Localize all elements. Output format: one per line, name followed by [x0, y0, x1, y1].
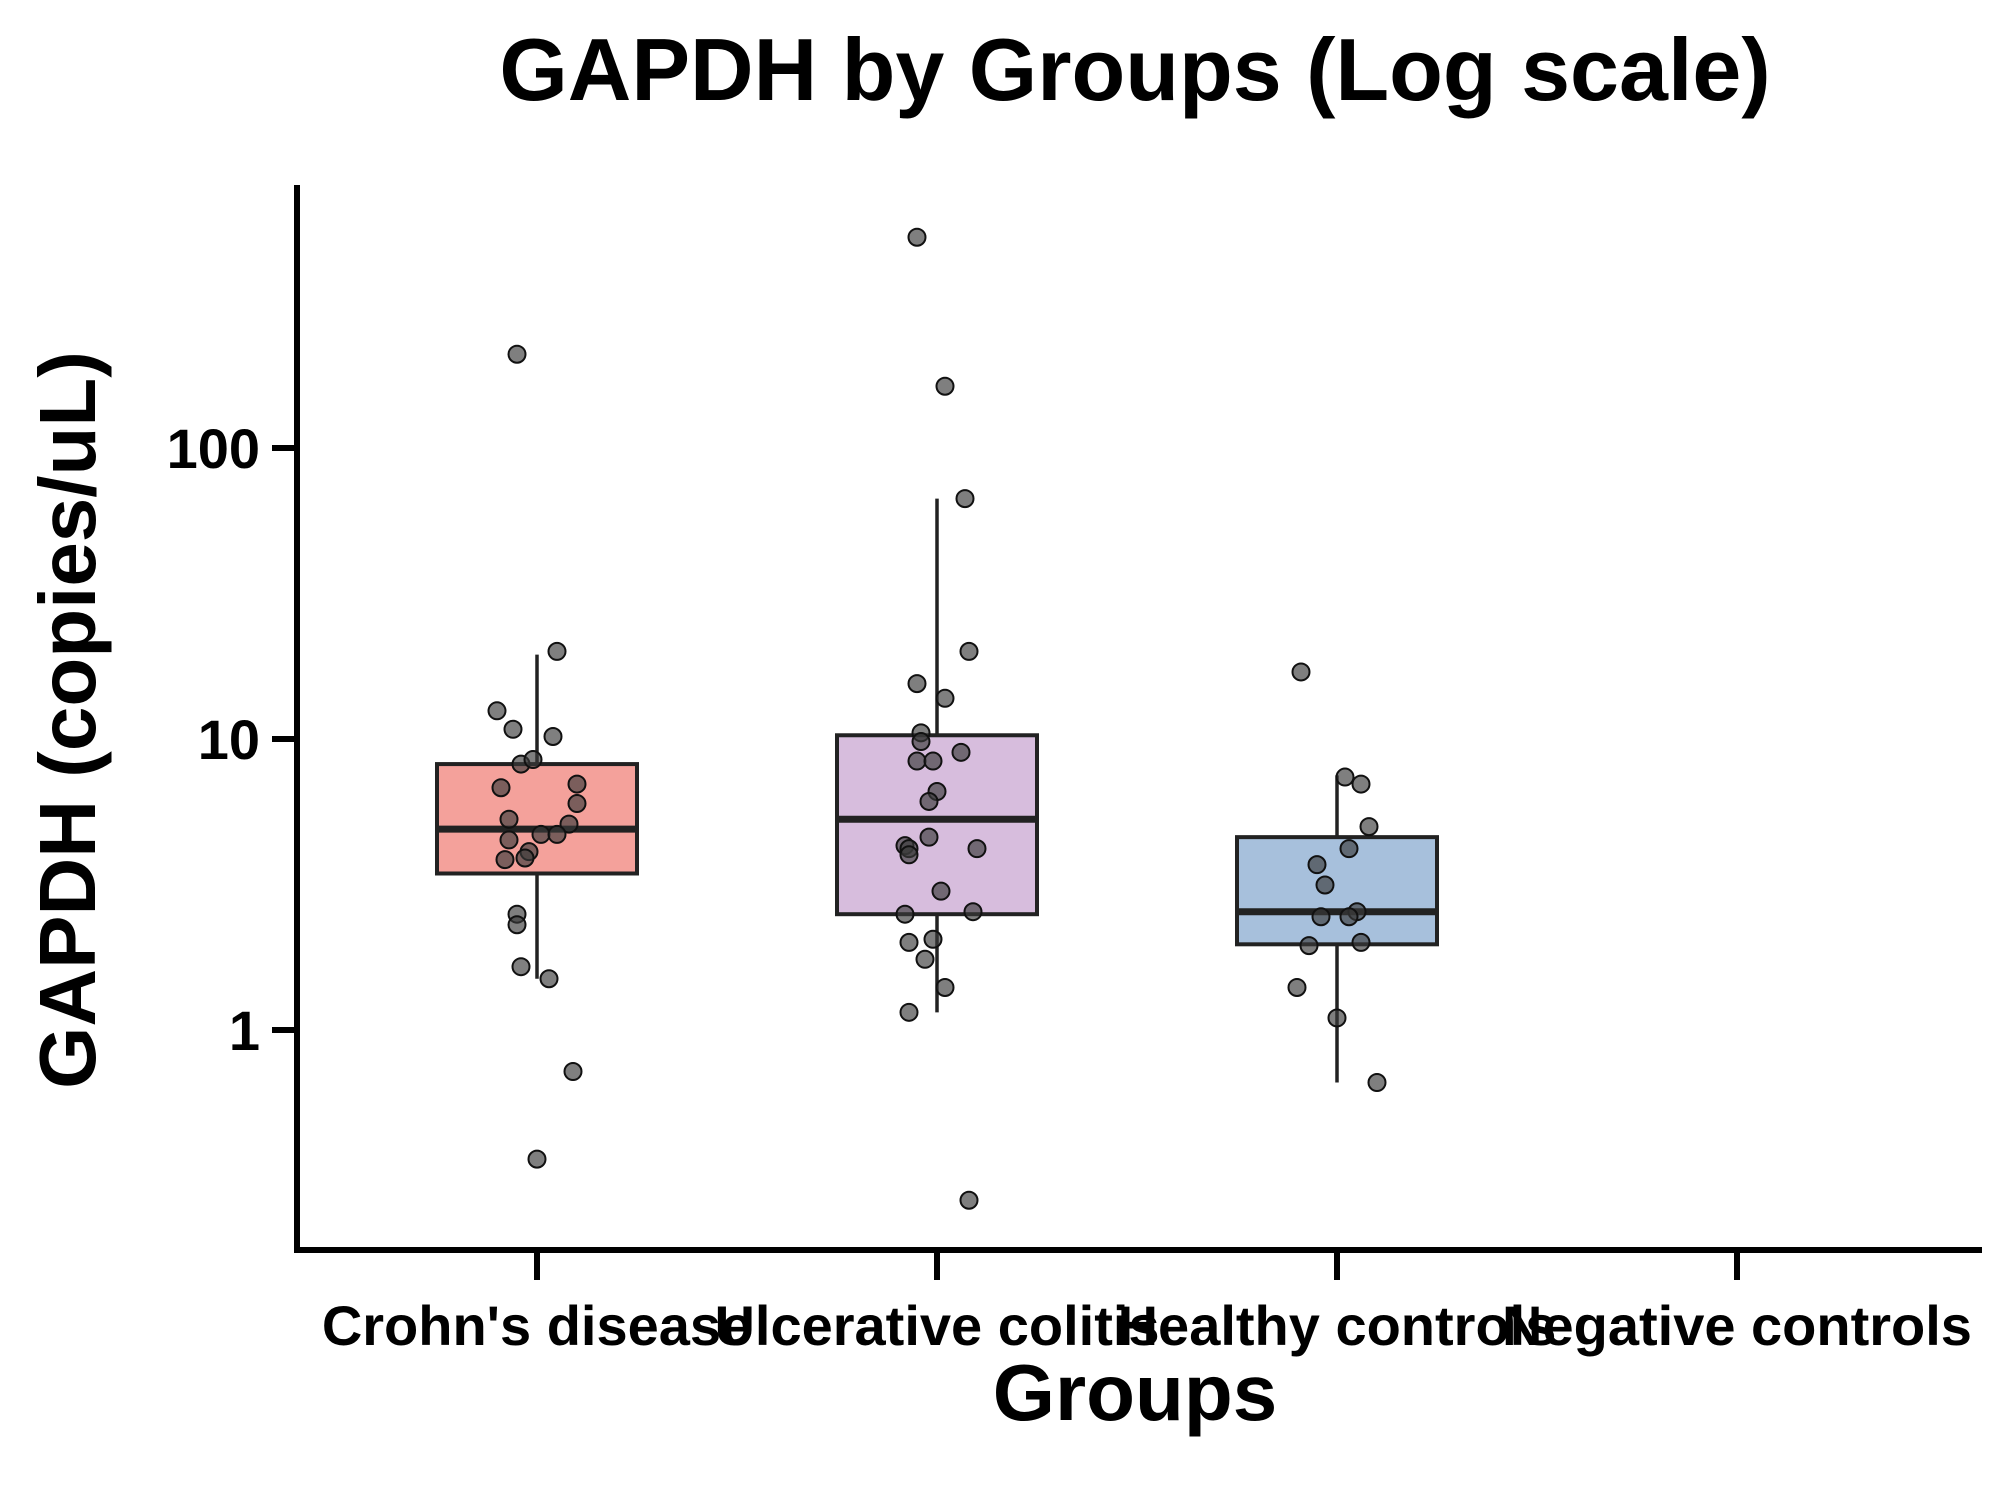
data-point [547, 824, 567, 844]
data-point [491, 778, 511, 798]
data-point [1339, 839, 1359, 859]
data-point [503, 719, 523, 739]
plot-area [435, 227, 1439, 1210]
data-point [907, 227, 927, 247]
data-point [935, 688, 955, 708]
x-tick-label: Crohn's disease [322, 1294, 752, 1357]
x-tick-label: Healthy controls [1118, 1294, 1557, 1357]
data-point [899, 845, 919, 865]
data-point [911, 732, 931, 752]
data-point [1327, 1008, 1347, 1028]
data-point [923, 751, 943, 771]
data-point [931, 881, 951, 901]
data-point [527, 1149, 547, 1169]
data-point [563, 1062, 583, 1082]
data-point [1307, 855, 1327, 875]
data-point [539, 969, 559, 989]
data-point [495, 850, 515, 870]
data-point [899, 1002, 919, 1022]
data-point [499, 809, 519, 829]
data-point [1287, 977, 1307, 997]
data-point [959, 641, 979, 661]
data-point [1339, 907, 1359, 927]
x-axis-title: Groups [993, 1348, 1277, 1437]
iqr-box [435, 762, 639, 876]
data-point [487, 701, 507, 721]
data-point [935, 376, 955, 396]
data-point [515, 848, 535, 868]
y-tick-label: 10 [198, 708, 260, 771]
data-point [559, 814, 579, 834]
data-point [907, 674, 927, 694]
data-point [1299, 936, 1319, 956]
data-point [963, 902, 983, 922]
data-point [547, 641, 567, 661]
group-crohn-s-disease [435, 344, 639, 1169]
data-point [499, 830, 519, 850]
data-point [507, 915, 527, 935]
y-axis-ticks: 1 10 100 [167, 417, 297, 1062]
data-point [523, 750, 543, 770]
data-point [915, 949, 935, 969]
data-point [895, 904, 915, 924]
data-point [919, 827, 939, 847]
group-ulcerative-colitis [835, 227, 1039, 1210]
y-axis-title: GAPDH (copies/uL) [23, 351, 112, 1089]
data-point [1351, 932, 1371, 952]
data-point [1335, 767, 1355, 787]
data-point [907, 751, 927, 771]
data-point [955, 489, 975, 509]
data-point [959, 1190, 979, 1210]
data-point [923, 929, 943, 949]
data-point [567, 794, 587, 814]
iqr-box [1235, 835, 1439, 947]
data-point [531, 824, 551, 844]
data-point [1359, 817, 1379, 837]
data-point [951, 742, 971, 762]
data-point [967, 839, 987, 859]
y-tick-label: 100 [167, 417, 260, 480]
x-tick-label: Ulcerative colitis [714, 1294, 1159, 1357]
data-point [1367, 1073, 1387, 1093]
data-point [1315, 875, 1335, 895]
data-point [567, 774, 587, 794]
data-point [1351, 774, 1371, 794]
group-healthy-controls [1235, 662, 1439, 1093]
data-point [511, 957, 531, 977]
data-point [1291, 662, 1311, 682]
data-point [507, 344, 527, 364]
y-tick-label: 1 [229, 999, 260, 1062]
chart-title: GAPDH by Groups (Log scale) [499, 20, 1770, 119]
data-point [899, 932, 919, 952]
data-point [543, 726, 563, 746]
data-point [935, 977, 955, 997]
data-point [1311, 907, 1331, 927]
x-tick-label: Negative controls [1502, 1294, 1972, 1357]
data-point [919, 791, 939, 811]
